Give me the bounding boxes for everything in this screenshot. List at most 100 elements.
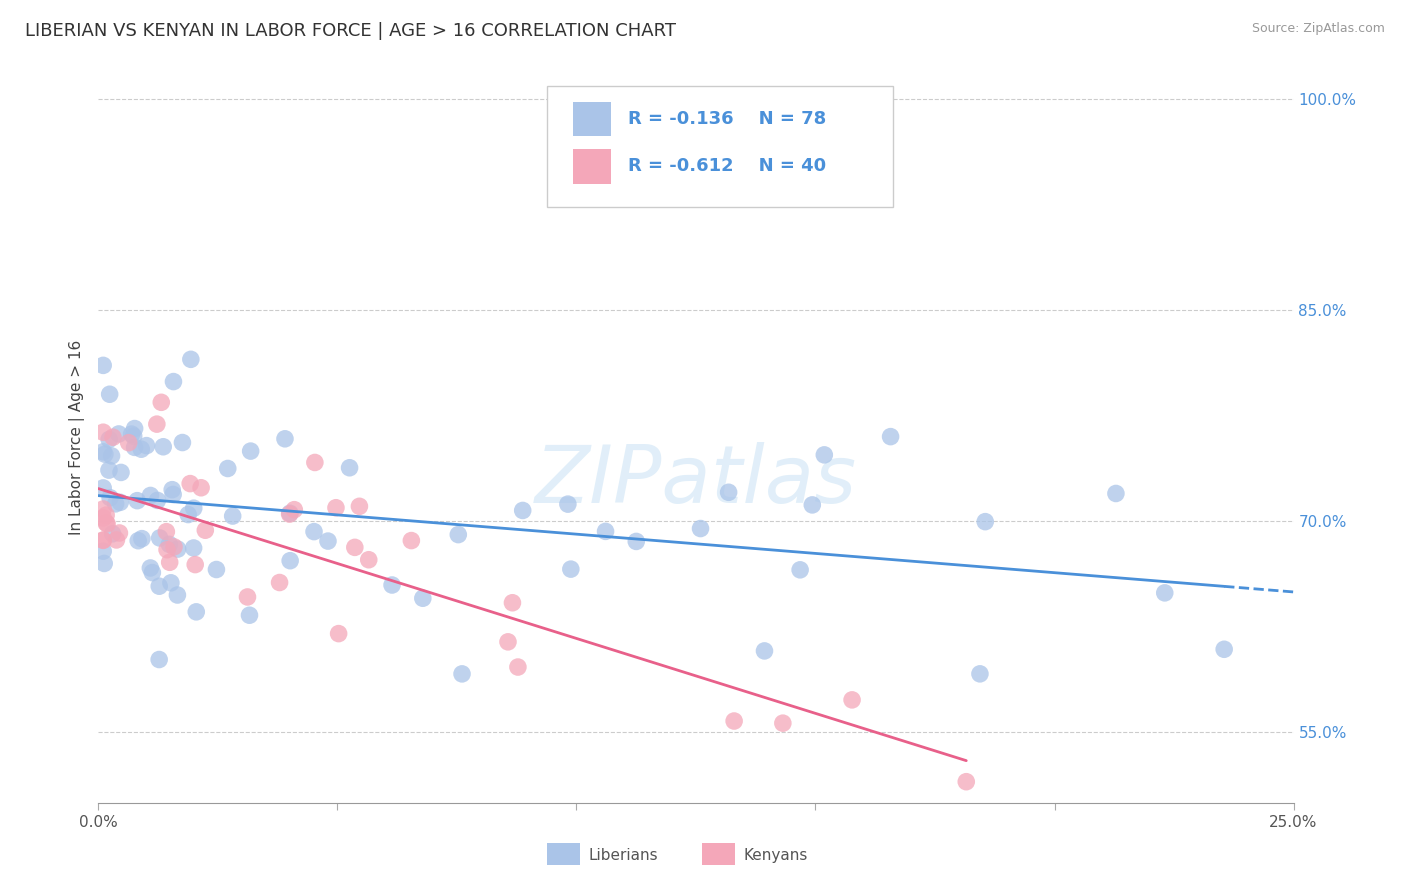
Point bbox=[283, 502, 305, 516]
Point bbox=[1213, 642, 1236, 657]
Point bbox=[269, 575, 291, 590]
Point bbox=[180, 352, 202, 367]
Point bbox=[166, 588, 188, 602]
Point bbox=[166, 542, 188, 557]
Point bbox=[91, 533, 114, 548]
Y-axis label: In Labor Force | Age > 16: In Labor Force | Age > 16 bbox=[69, 340, 84, 534]
Point bbox=[152, 440, 174, 454]
Point bbox=[121, 427, 143, 442]
Point bbox=[183, 501, 205, 516]
Point bbox=[179, 476, 201, 491]
Point bbox=[496, 635, 519, 649]
Point bbox=[141, 566, 163, 580]
Point bbox=[302, 524, 325, 539]
Point bbox=[100, 449, 122, 463]
Point bbox=[118, 435, 141, 450]
Point bbox=[974, 515, 997, 529]
Point bbox=[98, 433, 121, 447]
Point bbox=[107, 426, 129, 441]
Point bbox=[98, 491, 121, 505]
Point bbox=[401, 533, 423, 548]
Point bbox=[155, 524, 177, 539]
Point bbox=[1105, 486, 1128, 500]
Point bbox=[506, 660, 529, 674]
Point bbox=[316, 534, 339, 549]
Bar bbox=[702, 843, 735, 865]
Point bbox=[149, 531, 172, 545]
Point bbox=[146, 493, 169, 508]
Point bbox=[813, 448, 835, 462]
Point bbox=[560, 562, 582, 576]
Text: Liberians: Liberians bbox=[589, 848, 658, 863]
Point bbox=[239, 444, 262, 458]
Point bbox=[91, 533, 114, 547]
Point bbox=[278, 506, 301, 520]
Point bbox=[162, 487, 184, 501]
Point bbox=[343, 541, 366, 555]
Point bbox=[91, 481, 114, 495]
FancyBboxPatch shape bbox=[572, 149, 612, 184]
Point bbox=[447, 527, 470, 541]
Point bbox=[955, 774, 977, 789]
Point bbox=[278, 507, 301, 521]
Point bbox=[236, 590, 259, 604]
Point bbox=[274, 432, 297, 446]
Point bbox=[205, 562, 228, 576]
Point bbox=[101, 430, 124, 444]
Point bbox=[105, 533, 128, 547]
Point bbox=[131, 532, 153, 546]
Point bbox=[238, 608, 260, 623]
Point bbox=[108, 526, 131, 541]
Text: R = -0.612    N = 40: R = -0.612 N = 40 bbox=[628, 158, 825, 176]
Point bbox=[723, 714, 745, 728]
Point bbox=[101, 526, 124, 541]
Point bbox=[278, 554, 301, 568]
Point bbox=[104, 497, 127, 511]
Point bbox=[91, 359, 114, 373]
Point bbox=[557, 497, 579, 511]
Point bbox=[139, 488, 162, 502]
Point bbox=[91, 445, 114, 459]
Point bbox=[184, 558, 207, 572]
Point bbox=[162, 375, 184, 389]
Point bbox=[1153, 586, 1175, 600]
Point bbox=[156, 542, 179, 557]
Point bbox=[595, 524, 617, 539]
Point bbox=[451, 666, 474, 681]
Point bbox=[139, 561, 162, 575]
Point bbox=[98, 387, 121, 401]
Point bbox=[512, 503, 534, 517]
Text: ZIPatlas: ZIPatlas bbox=[534, 442, 858, 520]
Point bbox=[124, 441, 146, 455]
Point bbox=[94, 516, 117, 530]
Point bbox=[177, 508, 200, 522]
Point bbox=[304, 455, 326, 469]
Point bbox=[841, 693, 863, 707]
Point bbox=[626, 534, 648, 549]
Text: Kenyans: Kenyans bbox=[744, 848, 808, 863]
Point bbox=[160, 575, 183, 590]
Point bbox=[124, 421, 146, 435]
Point bbox=[129, 442, 152, 457]
Point bbox=[148, 579, 170, 593]
Point bbox=[339, 460, 361, 475]
Point bbox=[91, 511, 114, 525]
Point bbox=[96, 508, 118, 522]
Point bbox=[969, 666, 991, 681]
FancyBboxPatch shape bbox=[572, 102, 612, 136]
Point bbox=[217, 461, 239, 475]
Point bbox=[135, 439, 157, 453]
FancyBboxPatch shape bbox=[547, 86, 893, 207]
Bar bbox=[547, 843, 581, 865]
Point bbox=[754, 644, 776, 658]
Point bbox=[717, 485, 740, 500]
Point bbox=[110, 466, 132, 480]
Point bbox=[501, 596, 523, 610]
Point bbox=[186, 605, 208, 619]
Point bbox=[183, 541, 205, 555]
Point bbox=[163, 540, 186, 554]
Point bbox=[157, 537, 180, 551]
Text: LIBERIAN VS KENYAN IN LABOR FORCE | AGE > 16 CORRELATION CHART: LIBERIAN VS KENYAN IN LABOR FORCE | AGE … bbox=[25, 22, 676, 40]
Point bbox=[172, 435, 194, 450]
Point bbox=[357, 553, 380, 567]
